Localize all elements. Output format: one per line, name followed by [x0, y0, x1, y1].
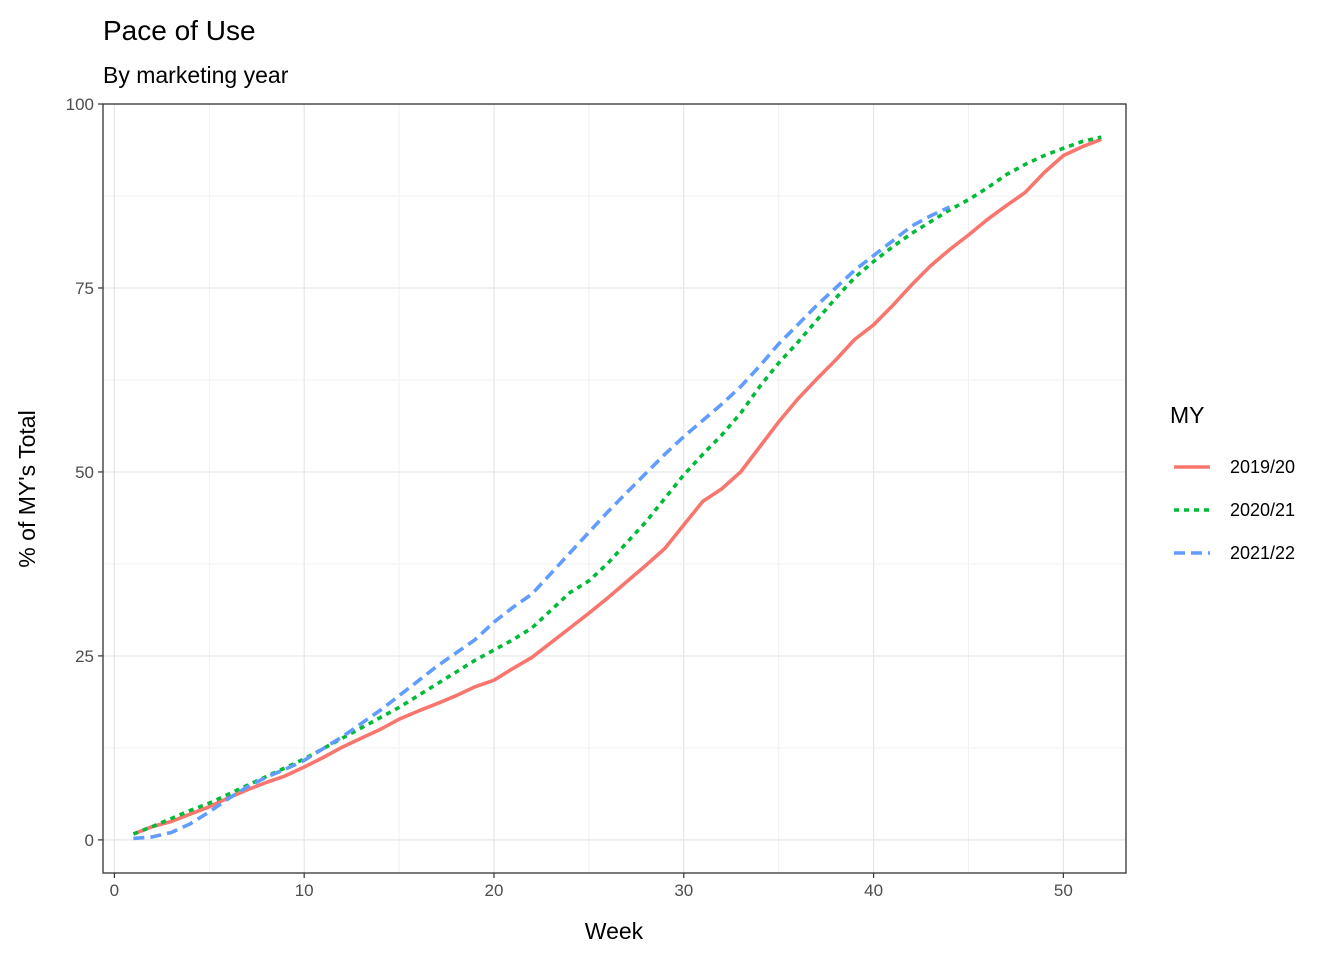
plot-border: [102, 103, 1127, 874]
grid-major: [103, 103, 1126, 873]
legend-label-1: 2019/20: [1230, 457, 1295, 477]
x-tick-label: 10: [295, 881, 314, 900]
legend-label-2: 2020/21: [1230, 500, 1295, 520]
y-axis-title: % of MY's Total: [14, 410, 40, 567]
chart-subtitle: By marketing year: [103, 62, 289, 88]
x-tick-label: 50: [1054, 881, 1073, 900]
series-line-3: [133, 205, 951, 841]
x-axis: 0 10 20 30 40 50: [110, 873, 1073, 900]
x-tick-label: 0: [110, 881, 119, 900]
y-tick-label: 0: [85, 831, 94, 850]
y-tick-label: 75: [75, 279, 94, 298]
legend-title: MY: [1170, 402, 1205, 428]
x-tick-label: 30: [674, 881, 693, 900]
x-tick-label: 20: [485, 881, 504, 900]
y-tick-label: 100: [66, 95, 94, 114]
y-axis: 0 25 50 75 100: [66, 95, 103, 850]
series-line-1: [132, 137, 1102, 836]
y-tick-label: 25: [75, 647, 94, 666]
legend: MY 2019/20 2020/21 2021/22: [1170, 402, 1295, 563]
x-axis-title: Week: [585, 918, 644, 944]
x-tick-label: 40: [864, 881, 883, 900]
grid-minor: [103, 104, 1126, 873]
series-layer: [132, 135, 1102, 841]
chart-title: Pace of Use: [103, 15, 256, 46]
y-tick-label: 50: [75, 463, 94, 482]
series-line-2: [132, 135, 1102, 836]
legend-label-3: 2021/22: [1230, 543, 1295, 563]
